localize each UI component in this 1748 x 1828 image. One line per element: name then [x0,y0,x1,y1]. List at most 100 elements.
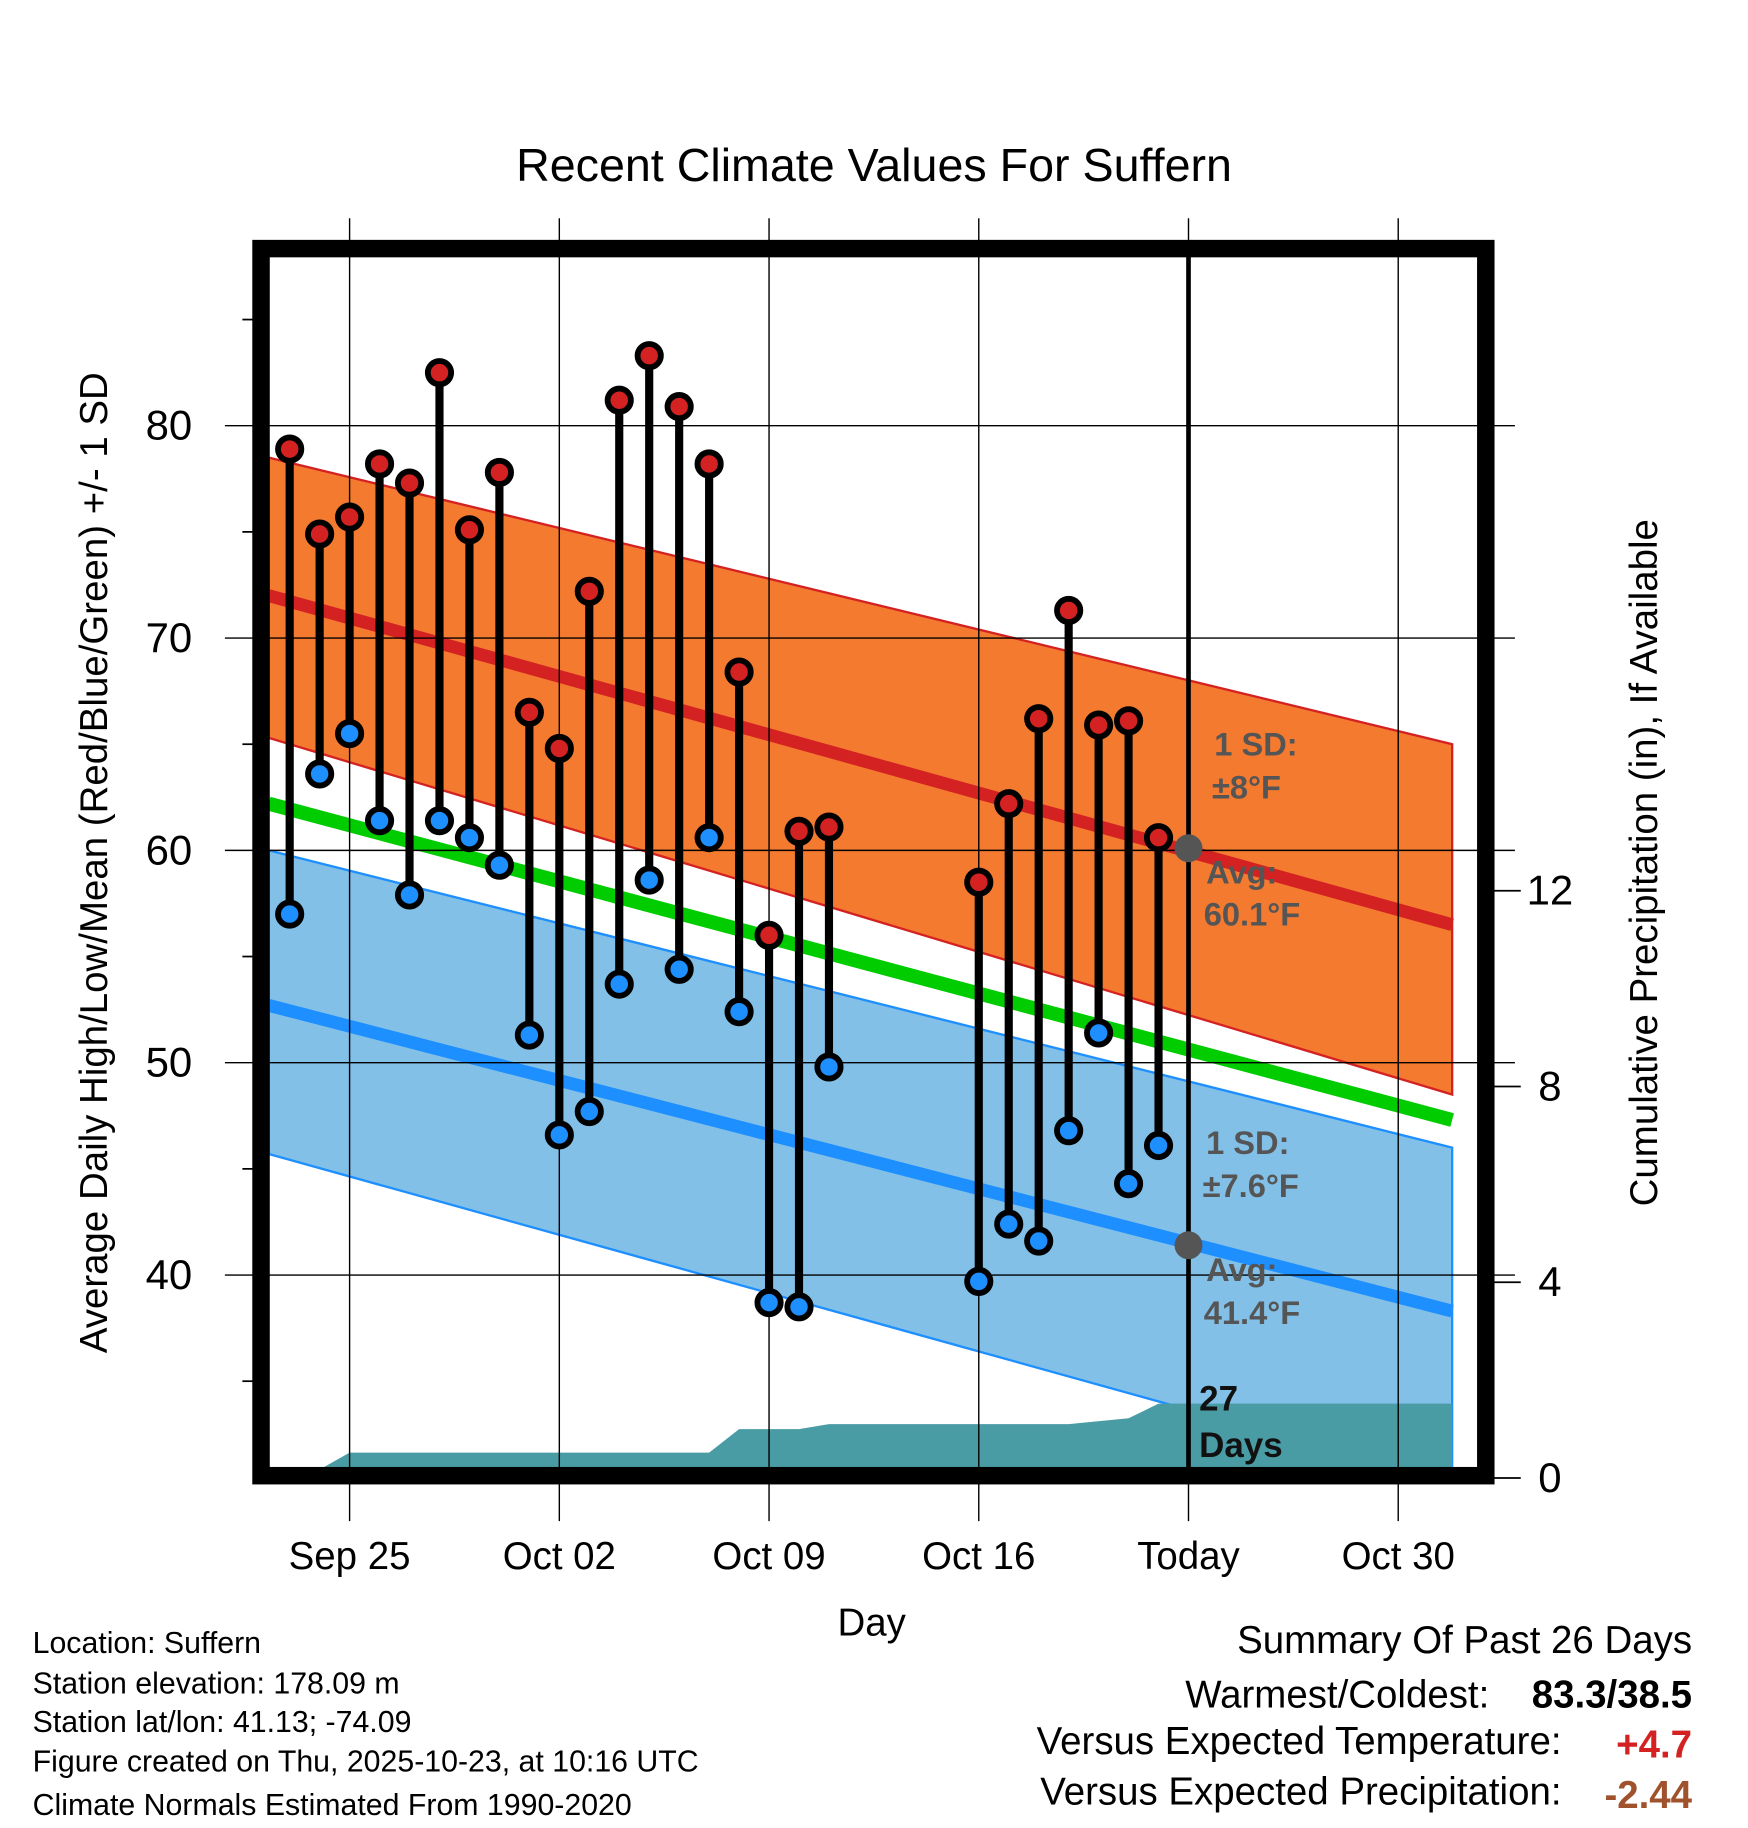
footer-info: Location: Suffern Station elevation: 178… [33,1627,699,1822]
low-avg-value: 41.4°F [1204,1294,1300,1331]
low-point [305,759,335,789]
high-point [1084,710,1114,740]
low-point [664,954,694,984]
footer-created: Figure created on Thu, 2025-10-23, at 10… [33,1746,699,1779]
low-point [424,806,455,836]
high-point [1143,823,1174,853]
axes: 40 50 60 70 80 0 4 8 12 Sep 25 Oct 02 Oct 09 Oct 16 T… [146,318,1574,1578]
high-point [814,812,844,842]
y-tick-label: 80 [146,402,193,449]
low-point [1114,1169,1144,1199]
low-point [634,865,664,895]
x-tick-label: Oct 16 [922,1535,1035,1578]
high-point [364,449,395,479]
high-point [784,816,814,846]
high-point [305,519,335,549]
high-point [1054,595,1084,626]
summary-precip-value: -2.44 [1604,1774,1692,1817]
high-sd-value: ±8°F [1212,769,1281,806]
low-point [544,1120,574,1150]
chart-title: Recent Climate Values For Suffern [516,139,1232,191]
low-avg-label: Avg: [1206,1251,1277,1288]
y-tick-label: 60 [146,826,193,873]
x-tick-label: Oct 09 [712,1535,825,1578]
x-tick-label: Oct 02 [503,1535,616,1578]
low-sd-label: 1 SD: [1206,1124,1289,1161]
y2-tick-label: 4 [1538,1258,1561,1305]
footer-location: Location: Suffern [33,1627,261,1660]
high-avg-label: Avg: [1206,854,1277,891]
y-axis-label: Average Daily High/Low/Mean (Red/Blue/Gr… [73,372,116,1353]
high-point [664,392,694,422]
high-point [394,468,425,498]
low-point [454,823,485,853]
low-point [1024,1226,1054,1256]
y-tick-label: 50 [146,1039,193,1086]
normal-mean-line [269,796,1454,1127]
summary-warm-cold-value: 83.3/38.5 [1532,1674,1692,1717]
plot-frame [252,239,1495,1485]
low-point [394,880,425,910]
x-tick-label: Sep 25 [289,1535,411,1578]
annotations: 1 SD: ±8°F Avg: 60.1°F 1 SD: ±7.6°F Avg:… [1199,726,1300,1466]
low-point [784,1292,814,1322]
high-point [335,502,365,532]
high-point [454,515,485,545]
summary-warm-cold-label: Warmest/Coldest: [1185,1674,1489,1717]
today-avg-low-marker [1174,1231,1203,1260]
today-avg-high-marker [1174,834,1203,863]
low-point [275,899,305,929]
high-point [604,385,634,415]
low-point [514,1020,544,1050]
y2-tick-label: 8 [1538,1062,1561,1109]
low-point [964,1266,994,1296]
high-point [514,697,544,727]
low-point [1143,1130,1174,1161]
high-point [964,867,994,897]
high-point [484,457,514,488]
low-point [694,823,724,853]
normal-low-line [269,999,1454,1318]
footer-elevation: Station elevation: 178.09 m [33,1668,400,1701]
low-point [754,1288,784,1318]
y-tick-label: 40 [146,1251,193,1298]
low-point [604,969,634,999]
y2-tick-label: 0 [1538,1454,1561,1501]
low-point [484,850,514,880]
summary-temp-value: +4.7 [1616,1724,1692,1767]
low-point [364,806,395,836]
footer-normals: Climate Normals Estimated From 1990-2020 [33,1789,632,1822]
low-point [814,1052,844,1082]
low-point [574,1096,604,1127]
summary-temp-label: Versus Expected Temperature: [1037,1720,1562,1763]
high-avg-value: 60.1°F [1204,896,1300,933]
footer-latlon: Station lat/lon: 41.13; -74.09 [33,1706,412,1739]
low-sd-value: ±7.6°F [1203,1167,1299,1204]
low-point [1084,1018,1114,1048]
high-point [724,657,754,687]
high-point [994,789,1024,819]
high-point [754,920,784,950]
x-axis-label: Day [837,1601,906,1644]
high-point [275,434,305,464]
high-point [544,733,574,764]
precip-days-word: Days [1199,1426,1283,1465]
summary-title: Summary Of Past 26 Days [1237,1619,1692,1662]
y2-axis-label: Cumulative Precipitation (in), If Availa… [1623,519,1666,1206]
y2-tick-label: 12 [1527,867,1574,914]
high-point [634,341,664,371]
low-point [335,719,365,749]
observations [275,341,1203,1322]
high-sd-label: 1 SD: [1214,726,1297,763]
x-tick-label: Today [1137,1535,1240,1578]
x-tick-label: Oct 30 [1342,1535,1455,1578]
high-point [424,358,455,388]
high-point [574,576,604,606]
precip-days-number: 27 [1199,1379,1238,1418]
high-point [1024,704,1054,734]
low-point [1054,1116,1084,1146]
low-point [724,997,754,1027]
summary: Summary Of Past 26 Days Warmest/Coldest:… [1037,1619,1693,1817]
